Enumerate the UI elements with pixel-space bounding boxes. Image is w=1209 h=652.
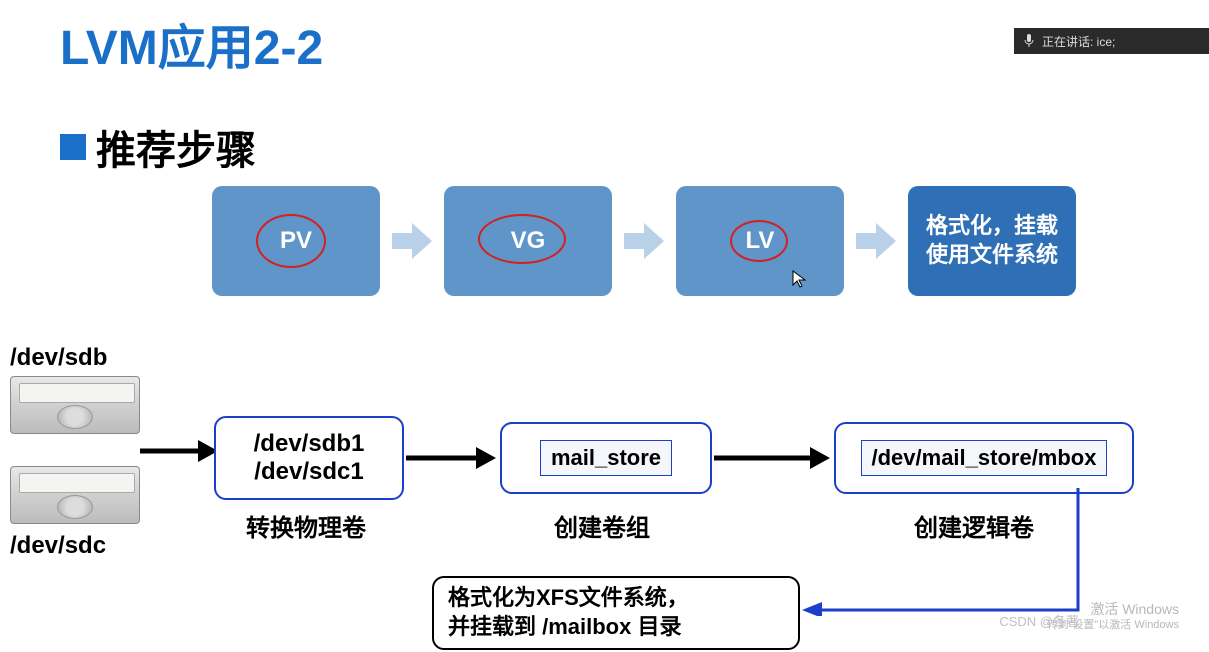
- arrow-right-icon: [854, 219, 898, 263]
- lv-value: /dev/mail_store/mbox: [861, 440, 1108, 476]
- path-line: /dev/sdb1: [254, 430, 365, 458]
- flow-box-format: 格式化，挂载使用文件系统: [908, 186, 1076, 296]
- arrow-icon: [140, 436, 218, 466]
- bullet-square-icon: [60, 134, 86, 160]
- disk-icon: [10, 466, 140, 524]
- format-line: 并挂载到 /mailbox 目录: [448, 613, 681, 642]
- format-line: 格式化为XFS文件系统，: [448, 584, 689, 613]
- disk-label-bottom: /dev/sdc: [10, 532, 106, 560]
- flow-box-vg: VG: [444, 186, 612, 296]
- arrow-right-icon: [622, 219, 666, 263]
- flow-label: 格式化，挂载使用文件系统: [916, 212, 1068, 269]
- flow-box-pv: PV: [212, 186, 380, 296]
- subtitle-row: 推荐步骤: [60, 118, 256, 176]
- disk-label-top: /dev/sdb: [10, 344, 107, 372]
- format-box: 格式化为XFS文件系统， 并挂载到 /mailbox 目录: [432, 576, 800, 650]
- lv-box: /dev/mail_store/mbox: [834, 422, 1134, 494]
- caption-pv: 转换物理卷: [246, 508, 366, 543]
- page-title: LVM应用2-2: [60, 8, 323, 78]
- caption-vg: 创建卷组: [554, 508, 650, 543]
- subtitle-text: 推荐步骤: [96, 118, 256, 176]
- path-line: /dev/sdc1: [254, 458, 363, 486]
- flow-label: PV: [280, 227, 312, 255]
- vg-box: mail_store: [500, 422, 712, 494]
- disk-icon: [10, 376, 140, 434]
- flow-label: VG: [511, 227, 546, 255]
- flow-top: PV VG LV 格式化，挂载使用文件系统: [212, 186, 1076, 296]
- status-text: 正在讲话: ice;: [1042, 33, 1115, 50]
- vg-value: mail_store: [540, 440, 672, 476]
- flow-label: LV: [746, 227, 775, 255]
- arrow-icon: [714, 443, 832, 473]
- mic-icon: [1024, 33, 1034, 50]
- csdn-watermark: CSDN @各著: [999, 611, 1079, 630]
- flow-bottom: /dev/sdb1 /dev/sdc1 mail_store /dev/mail…: [214, 416, 1134, 500]
- status-bar: 正在讲话: ice;: [1014, 28, 1209, 54]
- title-text: LVM应用2-2: [60, 22, 323, 75]
- caption-lv: 创建逻辑卷: [914, 508, 1034, 543]
- paths-box: /dev/sdb1 /dev/sdc1: [214, 416, 404, 500]
- arrow-right-icon: [390, 219, 434, 263]
- arrow-icon: [406, 443, 498, 473]
- flow-box-lv: LV: [676, 186, 844, 296]
